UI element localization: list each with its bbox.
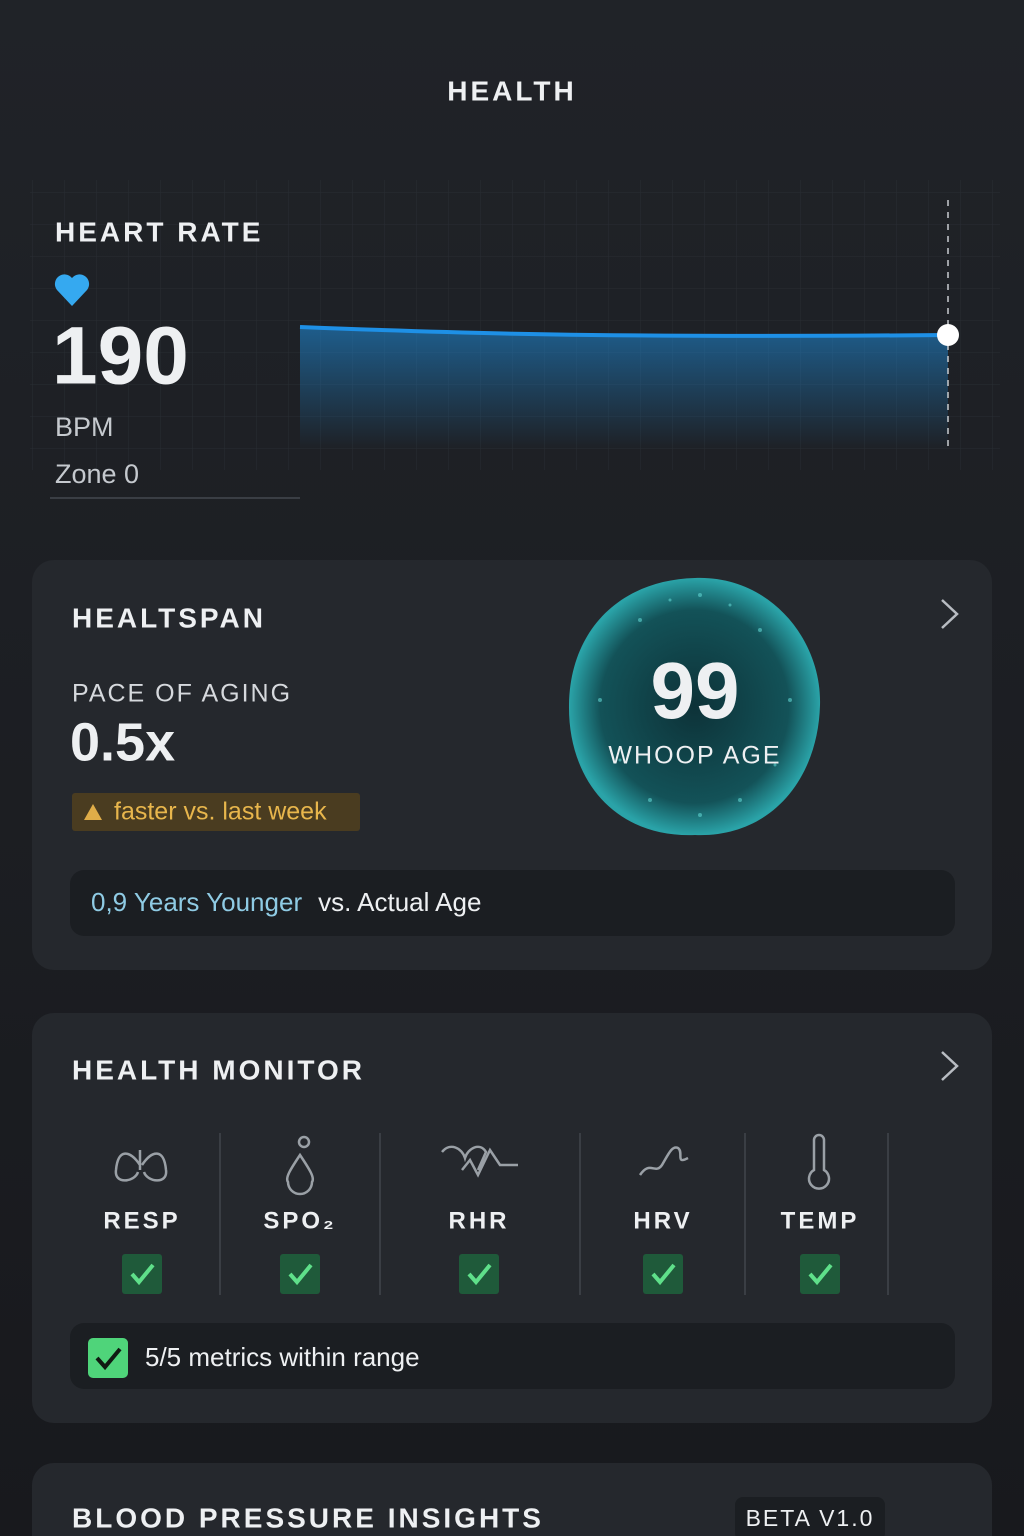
chevron[interactable] [941,599,959,629]
warning-icon [84,804,102,820]
check-mark [808,1263,833,1286]
heart-line [299,325,949,338]
beta-badge [735,1497,885,1536]
heart-zone: Zone 0 [55,459,139,489]
heart-icon [54,274,90,306]
card-title: BLOOD PRESSURE INSIGHTS [72,1502,544,1533]
heart-title: HEART RATE [55,216,263,247]
metric-label: RHR [449,1207,510,1234]
metric-label: TEMP [781,1207,860,1234]
beta-text: BETA V1.0 [746,1505,875,1531]
comparison: 0,9 Years Younger vs. Actual Age [91,887,481,917]
metric-check [459,1254,499,1294]
pace-label: PACE OF AGING [72,680,292,708]
summary-text: 5/5 metrics within range [145,1342,420,1372]
trend-badge [72,793,360,831]
metric-label: HRV [633,1207,692,1234]
trend-text: faster vs. last week [114,798,327,826]
cursor-dot [937,324,959,346]
chevron[interactable] [941,1051,959,1081]
metric-check [280,1254,320,1294]
card-title: HEALTSPAN [72,602,266,633]
page-title: HEALTH [447,75,576,106]
comparison-bar [70,870,955,936]
age-label: WHOOP AGE [608,742,781,770]
summary-check [88,1338,128,1378]
check-mark [95,1347,122,1371]
metric-label: SPO₂ [263,1207,336,1234]
metric-check [800,1254,840,1294]
heart-area [300,327,948,450]
heart-unit: BPM [55,412,114,442]
check-mark [288,1263,313,1286]
check-mark [130,1263,155,1286]
metric-label: RESP [103,1207,180,1234]
blob-dots [598,593,792,817]
pace-value: 0.5x [70,712,175,772]
age-blob [568,577,821,836]
comparison-highlight: 0,9 Years Younger [91,887,302,917]
card-title: HEALTH MONITOR [72,1054,365,1085]
monitor-card[interactable] [32,1013,992,1423]
metric-check [122,1254,162,1294]
comparison-rest: vs. Actual Age [318,887,481,917]
metrics: RESP SPO₂ RHR HRV TEMP [103,1133,889,1295]
metric-check [643,1254,683,1294]
check-mark [651,1263,676,1286]
summary-bar [70,1323,955,1389]
heart-value: 190 [52,311,189,402]
check-mark [467,1263,492,1286]
age-value: 99 [651,646,740,735]
metric-icons [114,1133,831,1196]
